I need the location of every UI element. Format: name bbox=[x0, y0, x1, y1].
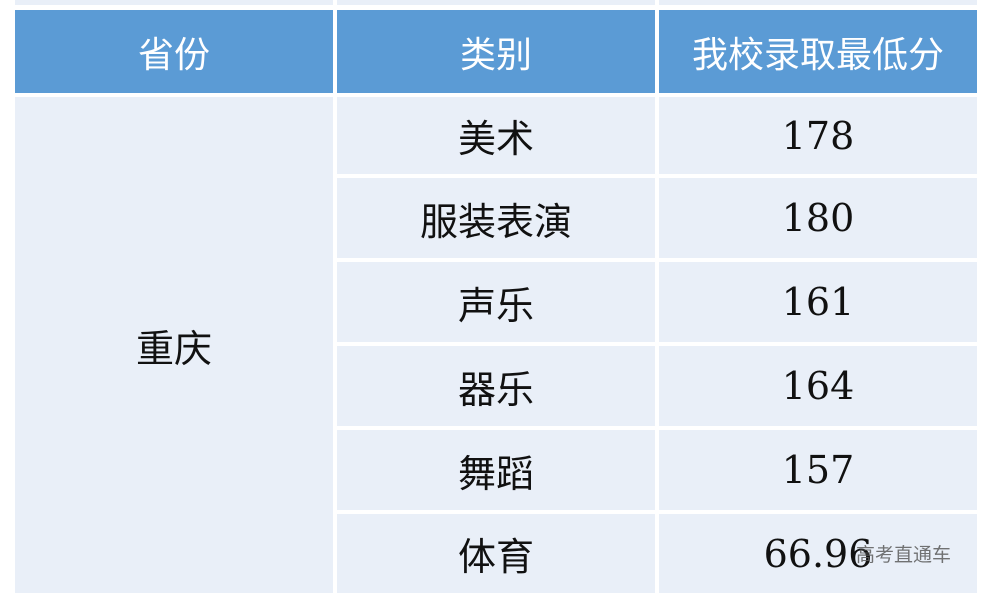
category-cell: 声乐 bbox=[337, 262, 655, 342]
score-cell: 180 bbox=[659, 178, 977, 258]
header-province: 省份 bbox=[15, 10, 333, 93]
category-cell: 器乐 bbox=[337, 346, 655, 426]
header-min-score: 我校录取最低分 bbox=[659, 10, 977, 93]
score-cell: 164 bbox=[659, 346, 977, 426]
score-cell: 161 bbox=[659, 262, 977, 342]
category-cell: 美术 bbox=[337, 97, 655, 174]
category-cell: 服装表演 bbox=[337, 178, 655, 258]
category-cell: 舞蹈 bbox=[337, 430, 655, 510]
score-cell: 157 bbox=[659, 430, 977, 510]
watermark: 高考直通车 bbox=[856, 544, 952, 566]
previous-row-edge bbox=[337, 0, 655, 5]
province-cell: 重庆 bbox=[15, 97, 333, 593]
category-cell: 体育 bbox=[337, 514, 655, 593]
previous-row-edge bbox=[15, 0, 333, 5]
previous-row-edge bbox=[659, 0, 977, 5]
score-cell: 178 bbox=[659, 97, 977, 174]
score-cell: 66.96 bbox=[659, 514, 977, 593]
header-category: 类别 bbox=[337, 10, 655, 93]
